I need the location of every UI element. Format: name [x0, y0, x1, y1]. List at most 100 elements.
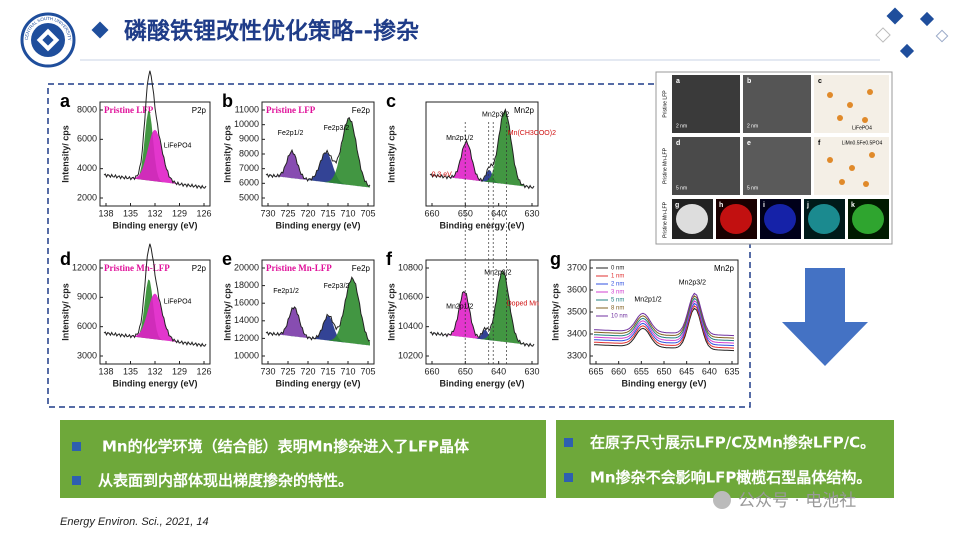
- image-letter: c: [818, 78, 822, 85]
- down-arrow: [782, 268, 868, 366]
- slide-title: 磷酸铁锂改性优化策略--掺杂: [124, 18, 419, 45]
- bullet-text: Mn的化学环境（结合能）表明Mn掺杂进入了LFP晶体: [102, 438, 470, 456]
- x-tick-label: 725: [280, 208, 295, 218]
- scale-bar: 2 nm: [747, 123, 758, 129]
- annotation: Mn2p1/2: [634, 296, 661, 303]
- annotation: LiFePO4: [164, 143, 192, 150]
- y-axis-label: Intensity/ cps: [550, 283, 560, 341]
- panel-letter: d: [60, 249, 71, 269]
- particle: [808, 204, 840, 234]
- panel-letter: f: [386, 249, 393, 269]
- y-axis-label: Intensity/ cps: [222, 283, 232, 341]
- fit-peak: [104, 129, 206, 188]
- y-tick-label: 20000: [234, 262, 259, 272]
- y-tick-label: 10800: [398, 262, 423, 272]
- x-tick-label: 640: [491, 208, 506, 218]
- bullet-text: 在原子尺寸展示LFP/C及Mn掺杂LFP/C。: [590, 434, 875, 452]
- x-tick-label: 730: [260, 208, 275, 218]
- fit-peak: [430, 110, 534, 188]
- annotation: LiFePO4: [164, 298, 192, 305]
- spectrum-line: [429, 108, 535, 190]
- spectrum-line: [593, 295, 735, 339]
- y-tick-label: 16000: [234, 298, 259, 308]
- bullet-mark: [564, 438, 573, 447]
- x-tick-label: 126: [196, 366, 211, 376]
- panel-letter: a: [60, 91, 71, 111]
- x-tick-label: 660: [611, 366, 626, 376]
- spectrum-line: [593, 292, 735, 337]
- annotation: Fe2p1/2: [278, 130, 304, 137]
- image-letter: f: [818, 140, 821, 147]
- spectrum-line: [103, 243, 207, 348]
- legend-label: 8 nm: [611, 306, 624, 312]
- y-axis-label: Intensity/ cps: [60, 283, 70, 341]
- x-tick-label: 725: [280, 366, 295, 376]
- x-tick-label: 132: [147, 366, 162, 376]
- x-tick-label: 710: [340, 366, 355, 376]
- x-tick-label: 705: [360, 208, 375, 218]
- y-tick-label: 5000: [239, 192, 259, 202]
- x-tick-label: 135: [123, 366, 138, 376]
- x-tick-label: 132: [147, 208, 162, 218]
- structure-dots: [827, 89, 875, 187]
- particle: [720, 204, 752, 234]
- image-letter: a: [676, 78, 680, 85]
- particle: [764, 204, 796, 234]
- y-tick-label: 2000: [77, 192, 97, 202]
- y-tick-label: 11000: [235, 104, 259, 114]
- x-tick-label: 710: [340, 208, 355, 218]
- annotation: Mn(CH3COO)2: [508, 130, 556, 137]
- x-tick-label: 135: [123, 208, 138, 218]
- title-bullet: [91, 21, 109, 39]
- tem-image: [672, 75, 740, 133]
- panel-title: Pristine LFP: [266, 105, 316, 115]
- spectrum-line: [265, 116, 371, 188]
- y-tick-label: 14000: [234, 315, 259, 325]
- figure-frame: [47, 83, 751, 408]
- fit-peak: [430, 329, 534, 346]
- legend-label: 5 nm: [611, 298, 624, 304]
- plot-frame: [425, 259, 539, 365]
- spectrum-line: [593, 305, 735, 349]
- spectrum-line: [593, 307, 735, 352]
- image-letter: k: [851, 202, 855, 209]
- x-tick-label: 720: [300, 366, 315, 376]
- scale-bar: 5 nm: [747, 185, 758, 191]
- y-tick-label: 9000: [77, 292, 97, 302]
- annotation: Mn2p1/2: [446, 135, 473, 142]
- fit-peak: [430, 291, 534, 346]
- x-tick-label: 138: [98, 208, 113, 218]
- panel-letter: g: [550, 249, 561, 269]
- x-tick-label: 705: [360, 366, 375, 376]
- spectrum-line: [593, 297, 735, 342]
- y-tick-label: 10200: [398, 350, 423, 360]
- row-label: Pristine Mn-LFP: [662, 201, 668, 238]
- spectrum-line: [265, 276, 371, 342]
- x-tick-label: 645: [679, 366, 694, 376]
- tem-image: [743, 137, 811, 195]
- fit-peak: [430, 271, 534, 346]
- image-letter: i: [763, 202, 765, 209]
- x-tick-label: 129: [172, 366, 187, 376]
- fit-peak: [266, 151, 370, 188]
- tem-image: [672, 137, 740, 195]
- row-label: Pristine LFP: [662, 90, 668, 118]
- x-tick-label: 655: [634, 366, 649, 376]
- structure-label: LiMn0.5Fe0.5PO4: [842, 140, 883, 146]
- panel-element: Fe2p: [352, 106, 371, 115]
- logo: CENTRAL SOUTH UNIVERSITY: [20, 12, 76, 68]
- image-letter: h: [719, 202, 723, 209]
- y-tick-label: 18000: [234, 280, 259, 290]
- watermark-icon: [713, 491, 731, 509]
- tem-image: [743, 75, 811, 133]
- y-axis-label: Intensity/ cps: [60, 125, 70, 183]
- annotation: Doped Mn: [507, 301, 539, 308]
- x-axis-label: Binding energy (eV): [439, 220, 524, 230]
- plot-frame: [425, 101, 539, 207]
- y-tick-label: 12000: [234, 333, 259, 343]
- panel-letter: b: [222, 91, 233, 111]
- legend-label: 10 nm: [611, 314, 628, 320]
- y-tick-label: 10600: [398, 292, 423, 302]
- annotation: Fe2p1/2: [273, 288, 299, 295]
